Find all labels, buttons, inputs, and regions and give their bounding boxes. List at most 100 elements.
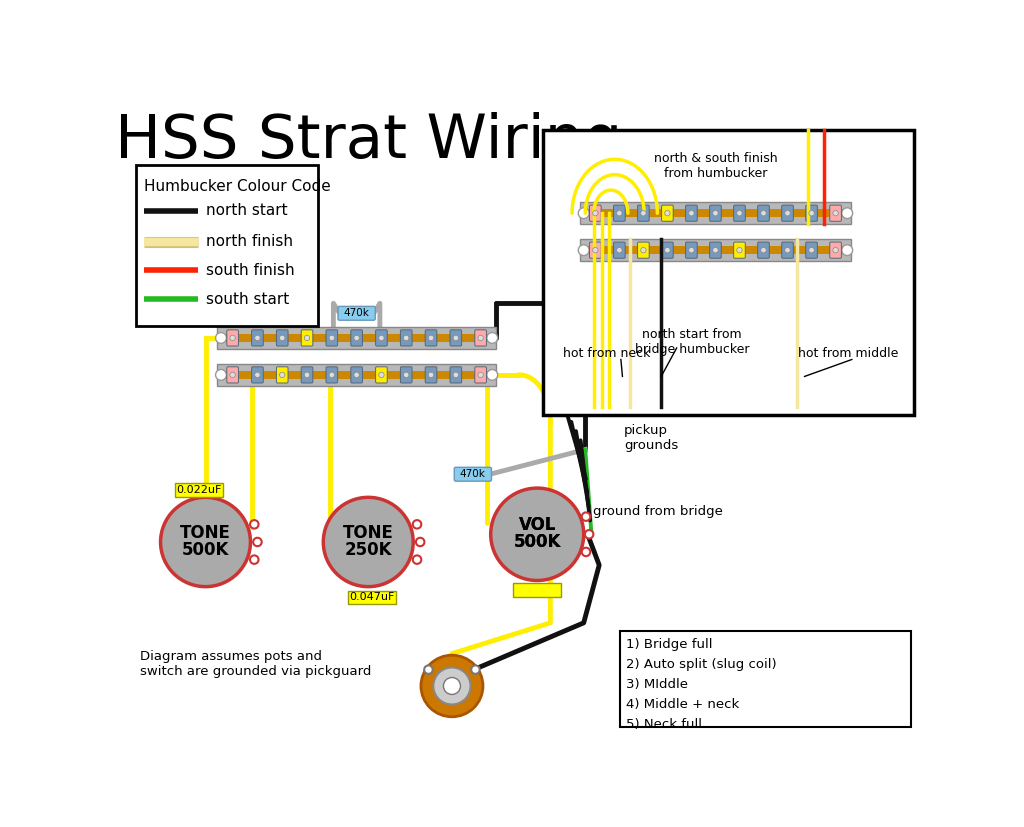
FancyBboxPatch shape bbox=[686, 242, 697, 258]
FancyBboxPatch shape bbox=[590, 242, 601, 258]
FancyBboxPatch shape bbox=[662, 205, 673, 222]
Text: 500K: 500K bbox=[182, 541, 229, 559]
Circle shape bbox=[255, 335, 260, 341]
FancyBboxPatch shape bbox=[301, 330, 313, 346]
FancyBboxPatch shape bbox=[351, 367, 362, 383]
FancyBboxPatch shape bbox=[806, 242, 817, 258]
Circle shape bbox=[579, 245, 589, 256]
Text: hot from neck: hot from neck bbox=[563, 347, 650, 360]
Circle shape bbox=[443, 677, 461, 695]
FancyBboxPatch shape bbox=[455, 467, 492, 481]
FancyBboxPatch shape bbox=[638, 205, 649, 222]
Text: 500K: 500K bbox=[513, 533, 561, 551]
Text: 0.022uF: 0.022uF bbox=[176, 485, 222, 495]
Text: pickup
grounds: pickup grounds bbox=[624, 424, 678, 452]
Circle shape bbox=[784, 211, 791, 216]
FancyBboxPatch shape bbox=[326, 367, 338, 383]
Circle shape bbox=[354, 372, 359, 378]
FancyBboxPatch shape bbox=[450, 330, 462, 346]
Text: north finish: north finish bbox=[206, 234, 293, 249]
Circle shape bbox=[304, 335, 309, 341]
FancyBboxPatch shape bbox=[662, 242, 673, 258]
Circle shape bbox=[413, 520, 421, 528]
Circle shape bbox=[493, 490, 583, 579]
Circle shape bbox=[403, 372, 409, 378]
Circle shape bbox=[490, 488, 584, 581]
Circle shape bbox=[585, 530, 593, 538]
Circle shape bbox=[736, 211, 742, 216]
Text: north start from
bridge humbucker: north start from bridge humbucker bbox=[635, 327, 750, 356]
Bar bbox=[225, 371, 488, 379]
Circle shape bbox=[665, 211, 670, 216]
Circle shape bbox=[689, 247, 694, 253]
Circle shape bbox=[424, 666, 433, 674]
Circle shape bbox=[379, 335, 384, 341]
Circle shape bbox=[593, 247, 598, 253]
Circle shape bbox=[280, 335, 285, 341]
Circle shape bbox=[641, 211, 646, 216]
Circle shape bbox=[329, 372, 335, 378]
FancyBboxPatch shape bbox=[613, 205, 626, 222]
FancyBboxPatch shape bbox=[781, 205, 794, 222]
FancyBboxPatch shape bbox=[400, 330, 412, 346]
Bar bbox=[588, 246, 844, 254]
Circle shape bbox=[280, 372, 285, 378]
FancyBboxPatch shape bbox=[781, 242, 794, 258]
Circle shape bbox=[761, 211, 766, 216]
FancyBboxPatch shape bbox=[638, 242, 649, 258]
Circle shape bbox=[582, 547, 590, 557]
Text: HSS Strat Wiring: HSS Strat Wiring bbox=[115, 112, 622, 171]
Circle shape bbox=[329, 335, 335, 341]
Text: north & south finish
from humbucker: north & south finish from humbucker bbox=[653, 151, 777, 179]
Bar bbox=[544, 130, 913, 415]
Circle shape bbox=[250, 520, 258, 528]
Bar bbox=[225, 334, 488, 342]
Circle shape bbox=[230, 372, 236, 378]
FancyBboxPatch shape bbox=[450, 367, 462, 383]
Circle shape bbox=[428, 372, 434, 378]
Bar bbox=[181, 530, 230, 554]
Circle shape bbox=[833, 247, 839, 253]
FancyBboxPatch shape bbox=[175, 483, 223, 496]
Circle shape bbox=[416, 538, 424, 546]
Circle shape bbox=[579, 208, 589, 218]
FancyBboxPatch shape bbox=[758, 205, 769, 222]
Circle shape bbox=[230, 335, 236, 341]
Circle shape bbox=[713, 247, 718, 253]
Text: 500K: 500K bbox=[513, 533, 561, 551]
Circle shape bbox=[665, 247, 670, 253]
FancyBboxPatch shape bbox=[686, 205, 697, 222]
Text: Humbucker Colour Code: Humbucker Colour Code bbox=[143, 179, 331, 194]
FancyBboxPatch shape bbox=[590, 205, 601, 222]
FancyBboxPatch shape bbox=[613, 242, 626, 258]
Text: 1) Bridge full
2) Auto split (slug coil)
3) MIddle
4) Middle + neck
5) Neck full: 1) Bridge full 2) Auto split (slug coil)… bbox=[627, 638, 777, 731]
Bar bbox=[580, 203, 851, 224]
Bar bbox=[580, 239, 851, 261]
Circle shape bbox=[616, 211, 622, 216]
Circle shape bbox=[255, 372, 260, 378]
FancyBboxPatch shape bbox=[733, 205, 745, 222]
Bar bbox=[136, 165, 317, 327]
FancyBboxPatch shape bbox=[276, 330, 288, 346]
Text: hot from middle: hot from middle bbox=[798, 347, 898, 360]
Text: VOL: VOL bbox=[518, 516, 556, 534]
Circle shape bbox=[471, 666, 479, 674]
FancyBboxPatch shape bbox=[710, 242, 721, 258]
FancyBboxPatch shape bbox=[425, 367, 437, 383]
Circle shape bbox=[403, 335, 409, 341]
Circle shape bbox=[453, 372, 459, 378]
FancyBboxPatch shape bbox=[710, 205, 721, 222]
Bar bbox=[621, 630, 910, 727]
FancyBboxPatch shape bbox=[475, 330, 486, 346]
FancyBboxPatch shape bbox=[348, 590, 396, 605]
FancyBboxPatch shape bbox=[338, 306, 375, 320]
Circle shape bbox=[453, 335, 459, 341]
Circle shape bbox=[428, 335, 434, 341]
Text: 470k: 470k bbox=[460, 469, 485, 479]
Circle shape bbox=[809, 247, 814, 253]
FancyBboxPatch shape bbox=[226, 367, 239, 383]
Circle shape bbox=[809, 211, 814, 216]
FancyBboxPatch shape bbox=[829, 205, 842, 222]
FancyBboxPatch shape bbox=[829, 242, 842, 258]
FancyBboxPatch shape bbox=[226, 330, 239, 346]
